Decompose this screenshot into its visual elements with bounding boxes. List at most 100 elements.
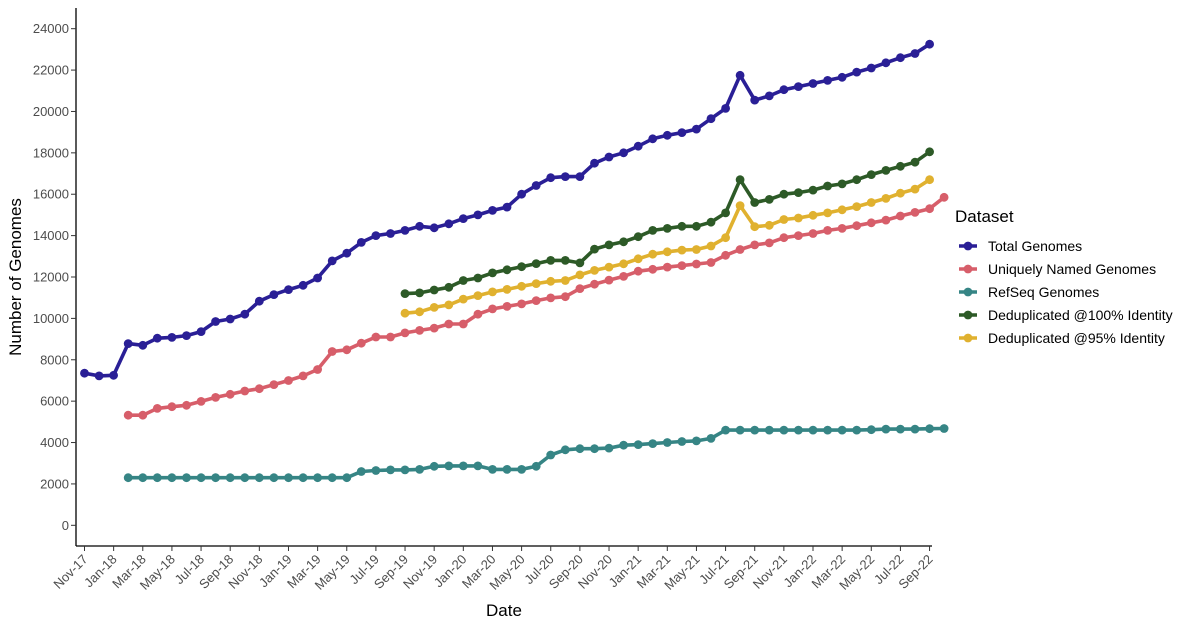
data-point [182, 473, 191, 483]
data-point [429, 285, 439, 295]
data-point [619, 148, 628, 158]
data-point [866, 218, 876, 228]
data-point [269, 473, 279, 483]
data-point [560, 172, 570, 182]
data-point [692, 221, 701, 231]
data-point [415, 221, 424, 231]
data-point [240, 386, 250, 396]
data-point [837, 224, 847, 233]
data-point [896, 211, 905, 221]
data-point [152, 404, 162, 413]
data-point [925, 204, 934, 214]
data-point [182, 400, 191, 410]
data-point [764, 91, 774, 101]
legend-key-point [963, 264, 973, 274]
data-point [896, 424, 905, 434]
data-point [604, 262, 614, 272]
data-point [706, 217, 716, 227]
data-point [531, 461, 541, 471]
data-point [735, 175, 745, 185]
data-point [750, 222, 760, 232]
series-4 [400, 175, 934, 318]
legend-label: Deduplicated @100% Identity [988, 307, 1173, 323]
data-point [910, 157, 920, 167]
data-point [837, 72, 847, 82]
data-point [823, 76, 832, 85]
data-point [794, 82, 803, 91]
data-point [152, 333, 162, 343]
data-point [910, 49, 920, 58]
y-tick-label: 22000 [33, 63, 69, 78]
data-point [167, 473, 177, 483]
data-point [488, 287, 497, 297]
data-point [852, 175, 862, 185]
data-point [386, 229, 395, 238]
data-point [910, 424, 920, 434]
data-point [254, 384, 264, 394]
data-point [881, 194, 891, 203]
data-point [881, 166, 891, 175]
data-point [721, 104, 730, 113]
data-point [604, 443, 614, 453]
x-axis-ticks: Nov-17Jan-18Mar-18May-18Jul-18Sep-18Nov-… [50, 546, 936, 593]
data-point [808, 210, 818, 220]
data-point [196, 327, 206, 336]
data-point [400, 308, 410, 318]
y-tick-label: 24000 [33, 21, 69, 36]
data-point [502, 265, 512, 275]
data-point [837, 425, 847, 435]
y-tick-label: 2000 [40, 476, 69, 491]
data-point [866, 170, 876, 180]
data-point [488, 304, 497, 314]
data-point [721, 425, 730, 435]
data-point [502, 302, 512, 311]
data-point [633, 440, 643, 449]
data-point [662, 247, 672, 257]
data-point [735, 245, 745, 254]
data-point [604, 152, 614, 162]
data-point [356, 338, 366, 348]
series-line [126, 195, 946, 418]
data-point [735, 425, 745, 435]
data-point [575, 284, 585, 293]
data-point [837, 179, 847, 189]
legend: Dataset Total Genomes Uniquely Named Geno… [955, 207, 1173, 346]
data-point [662, 438, 672, 447]
legend-key-point [963, 333, 973, 343]
y-tick-label: 14000 [33, 228, 69, 243]
data-point [604, 240, 614, 250]
data-point [517, 189, 526, 199]
data-point [866, 198, 876, 207]
data-point [881, 424, 891, 434]
series-1 [123, 192, 949, 420]
data-point [458, 461, 468, 471]
data-point [429, 323, 439, 333]
y-tick-label: 4000 [40, 435, 69, 450]
data-point [182, 331, 191, 340]
data-point [138, 340, 148, 350]
data-point [342, 345, 352, 355]
series-2 [123, 424, 949, 483]
data-point [866, 63, 876, 73]
legend-label: Deduplicated @95% Identity [988, 330, 1165, 346]
x-axis-title: Date [486, 601, 522, 620]
data-point [925, 147, 934, 157]
data-point [750, 425, 760, 435]
data-point [837, 205, 847, 215]
data-point [488, 268, 497, 278]
data-point [254, 473, 264, 483]
data-point [546, 256, 556, 265]
data-point [415, 465, 424, 474]
legend-item: Uniquely Named Genomes [959, 261, 1156, 277]
data-point [779, 425, 789, 435]
data-point [488, 465, 497, 474]
data-point [662, 130, 672, 140]
data-point [692, 436, 701, 446]
data-point [298, 371, 308, 381]
data-point [473, 291, 483, 300]
data-point [604, 275, 614, 285]
legend-label: Total Genomes [988, 238, 1082, 254]
data-point [648, 249, 658, 259]
data-point [721, 233, 730, 243]
data-point [429, 223, 439, 233]
